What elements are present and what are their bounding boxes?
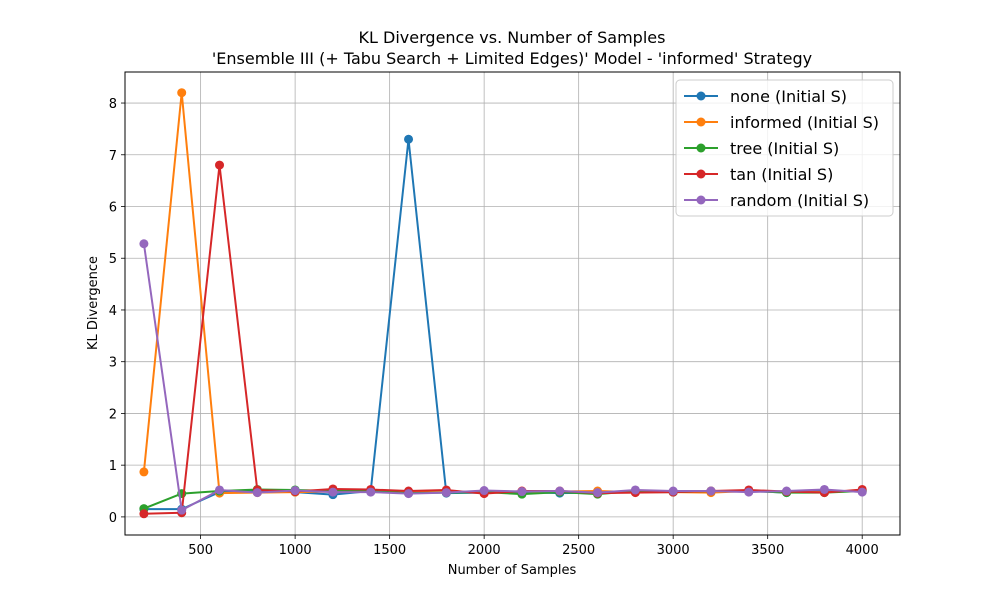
- series-line: [142, 243, 863, 512]
- legend: none (Initial S) informed (Initial S) tree…: [675, 79, 894, 217]
- y-tick-label: 6: [109, 201, 117, 216]
- legend-label: informed (Initial S): [730, 113, 879, 132]
- data-point: [857, 487, 867, 497]
- data-point: [139, 467, 149, 477]
- y-tick-label: 2: [109, 407, 117, 422]
- data-point: [139, 509, 149, 519]
- data-point: [479, 486, 489, 496]
- y-tick-label: 7: [109, 149, 117, 164]
- data-point: [404, 134, 414, 144]
- legend-marker: [696, 143, 706, 153]
- data-point: [177, 505, 187, 515]
- x-tick-label: 4000: [846, 543, 879, 558]
- x-tick-label: 3000: [657, 543, 690, 558]
- data-point: [668, 486, 678, 496]
- legend-marker: [696, 169, 706, 179]
- data-point: [630, 485, 640, 495]
- data-point: [290, 486, 300, 496]
- data-point: [517, 487, 527, 497]
- y-tick-label: 4: [109, 304, 117, 319]
- legend-marker: [696, 117, 706, 127]
- data-point: [706, 486, 716, 496]
- data-point: [215, 485, 225, 495]
- legend-label: none (Initial S): [730, 87, 847, 106]
- legend-box: [675, 79, 894, 217]
- data-point: [177, 88, 187, 98]
- x-tick-label: 1500: [373, 543, 406, 558]
- y-tick-label: 5: [109, 252, 117, 267]
- x-tick-label: 2000: [468, 543, 501, 558]
- y-axis-label: KL Divergence: [86, 256, 101, 350]
- plot-area-frame: [124, 71, 901, 536]
- legend-marker: [696, 195, 706, 205]
- data-point: [139, 239, 149, 249]
- legend-label: tan (Initial S): [730, 165, 833, 184]
- data-point: [404, 489, 414, 499]
- x-axis-label: Number of Samples: [448, 563, 577, 578]
- x-tick-label: 500: [188, 543, 213, 558]
- data-point: [252, 488, 262, 498]
- y-tick-label: 0: [109, 511, 117, 526]
- chart-title: KL Divergence vs. Number of Samples: [359, 28, 666, 47]
- data-point: [328, 487, 338, 497]
- data-point: [593, 488, 603, 498]
- series-line: [143, 164, 863, 515]
- x-tick-label: 2500: [562, 543, 595, 558]
- data-point: [441, 488, 451, 498]
- data-point: [819, 484, 829, 494]
- legend-label: random (Initial S): [730, 191, 869, 210]
- data-point: [366, 487, 376, 497]
- tick-marks: 500 1000 1500 2000 2500 3000 3500 4000 0 1 2 3 4 5 6 7 8: [109, 97, 879, 558]
- y-tick-label: 1: [109, 459, 117, 474]
- y-tick-label: 3: [109, 356, 117, 371]
- data-point: [744, 487, 754, 497]
- chart-subtitle: 'Ensemble III (+ Tabu Search + Limited E…: [212, 49, 812, 68]
- legend-label: tree (Initial S): [730, 139, 839, 158]
- data-point: [555, 486, 565, 496]
- data-point: [215, 160, 225, 170]
- series-4: [139, 239, 867, 515]
- data-point: [782, 486, 792, 496]
- x-tick-label: 1000: [279, 543, 312, 558]
- series-layer: [139, 88, 867, 519]
- legend-marker: [696, 91, 706, 101]
- y-tick-label: 8: [109, 97, 117, 112]
- x-tick-label: 3500: [751, 543, 784, 558]
